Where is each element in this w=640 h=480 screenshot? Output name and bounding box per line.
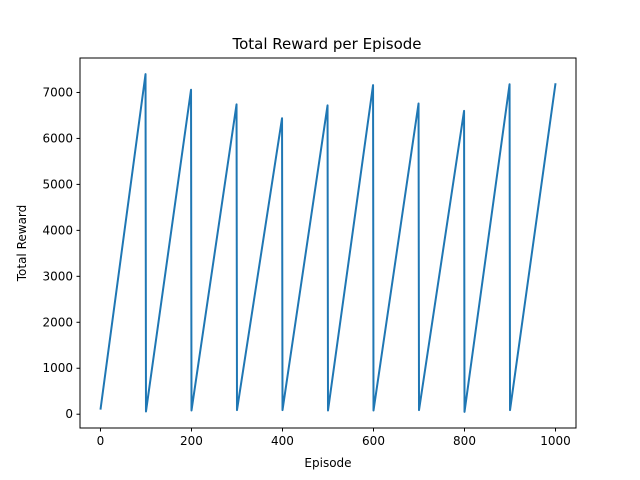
x-axis: 0 200 400 600 800 1000 [97,428,571,448]
x-tick-label: 800 [453,434,476,448]
y-tick-label: 0 [65,407,73,421]
chart-title: Total Reward per Episode [231,35,421,53]
y-tick-label: 2000 [42,315,73,329]
y-tick-label: 5000 [42,177,73,191]
y-axis-label: Total Reward [15,205,29,283]
y-tick-label: 7000 [42,85,73,99]
y-axis: 0 1000 2000 3000 4000 5000 6000 7000 [42,85,80,421]
y-tick-label: 6000 [42,131,73,145]
plot-frame [79,57,577,429]
x-tick-label: 200 [180,434,203,448]
y-tick-label: 1000 [42,361,73,375]
series-layer [99,73,557,413]
y-tick-label: 4000 [42,223,73,237]
y-tick-label: 3000 [42,269,73,283]
x-axis-label: Episode [304,456,351,470]
x-tick-label: 0 [97,434,105,448]
series-line-1 [99,73,557,413]
x-tick-label: 600 [362,434,385,448]
x-tick-label: 400 [271,434,294,448]
x-tick-label: 1000 [540,434,571,448]
